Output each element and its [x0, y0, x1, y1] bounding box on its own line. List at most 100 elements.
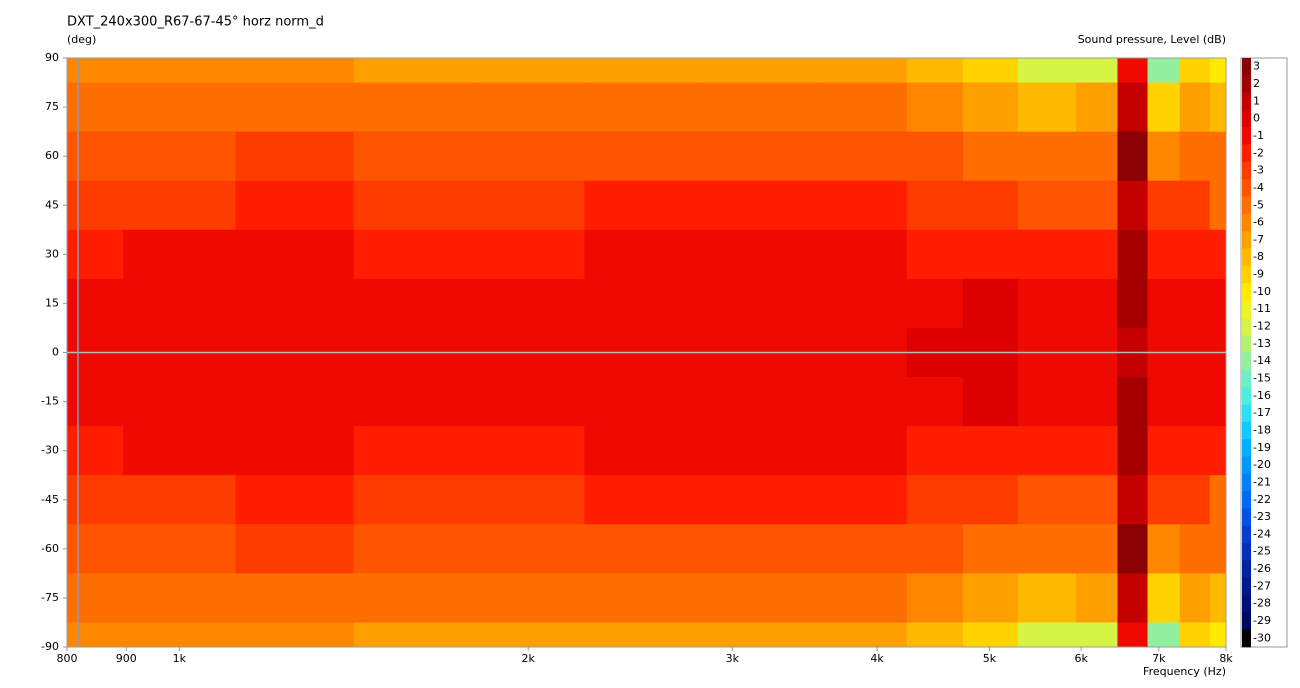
- colorbar-tick-label: -9: [1253, 268, 1264, 281]
- contour-cell: [235, 278, 355, 329]
- contour-cell: [1147, 377, 1181, 427]
- contour-cell: [123, 278, 236, 329]
- contour-cell: [472, 180, 585, 231]
- contour-cell: [123, 229, 236, 280]
- contour-cell: [1117, 524, 1149, 574]
- contour-cell: [906, 475, 964, 525]
- x-tick-label: 4k: [870, 652, 884, 665]
- contour-cell: [1017, 524, 1077, 574]
- contour-cell: [67, 180, 124, 231]
- contour-cell: [1017, 622, 1077, 648]
- contour-cell: [1209, 58, 1227, 84]
- contour-cell: [353, 229, 473, 280]
- contour-cell: [962, 180, 1019, 231]
- colorbar-swatch: [1242, 439, 1251, 457]
- contour-cell: [1209, 573, 1227, 623]
- contour-cell: [123, 377, 236, 427]
- contour-cell: [123, 426, 236, 476]
- colorbar-tick-label: -10: [1253, 285, 1271, 298]
- contour-cell: [67, 278, 124, 329]
- y-tick-label: -30: [41, 444, 59, 457]
- contour-cell: [906, 58, 964, 84]
- contour-cell: [1179, 58, 1211, 84]
- contour-cell: [235, 426, 355, 476]
- colorbar-tick-label: -30: [1253, 631, 1271, 644]
- contour-cell: [906, 131, 964, 182]
- contour-cell: [906, 82, 964, 133]
- contour-cell: [67, 573, 124, 623]
- contour-cell: [472, 622, 585, 648]
- contour-cell: [1147, 524, 1181, 574]
- contour-cell: [353, 82, 473, 133]
- colorbar-swatch: [1242, 491, 1251, 509]
- contour-cell: [1017, 377, 1077, 427]
- contour-cell: [123, 524, 236, 574]
- colorbar-swatch: [1242, 629, 1251, 648]
- contour-cell: [584, 377, 700, 427]
- contour-cell: [906, 278, 964, 329]
- contour-cell: [1017, 180, 1077, 231]
- contour-cell: [353, 58, 473, 84]
- colorbar-tick-label: -13: [1253, 337, 1271, 350]
- contour-area: [67, 58, 1227, 648]
- x-tick-label: 800: [57, 652, 78, 665]
- colorbar-tick-label: -17: [1253, 406, 1271, 419]
- contour-cell: [1076, 524, 1118, 574]
- contour-cell: [1117, 58, 1149, 84]
- colorbar-swatch: [1242, 543, 1251, 561]
- contour-cell: [1117, 622, 1149, 648]
- contour-cell: [1076, 131, 1118, 182]
- contour-cell: [1209, 131, 1227, 182]
- contour-cell: [584, 180, 700, 231]
- contour-cell: [353, 278, 473, 329]
- contour-cell: [1179, 229, 1211, 280]
- contour-cell: [816, 573, 908, 623]
- colorbar-swatch: [1242, 456, 1251, 475]
- colorbar-swatch: [1242, 75, 1251, 93]
- contour-cell: [1209, 426, 1227, 476]
- contour-cell: [962, 82, 1019, 133]
- contour-cell: [962, 426, 1019, 476]
- contour-cell: [1076, 180, 1118, 231]
- colorbar-tick-label: -29: [1253, 614, 1271, 627]
- contour-cell: [67, 475, 124, 525]
- colorbar-tick-label: -19: [1253, 441, 1271, 454]
- contour-cell: [962, 229, 1019, 280]
- contour-cell: [1017, 131, 1077, 182]
- contour-cell: [584, 131, 700, 182]
- y-tick-label: -75: [41, 591, 59, 604]
- contour-cell: [816, 82, 908, 133]
- contour-cell: [698, 377, 818, 427]
- contour-cell: [1076, 622, 1118, 648]
- contour-cell: [353, 426, 473, 476]
- contour-cell: [1147, 278, 1181, 329]
- contour-cell: [584, 278, 700, 329]
- colorbar-tick-label: -1: [1253, 129, 1264, 142]
- colorbar-swatch: [1242, 317, 1251, 336]
- colorbar-swatch: [1242, 369, 1251, 388]
- contour-cell: [816, 524, 908, 574]
- contour-cell: [472, 229, 585, 280]
- colorbar-tick-label: 1: [1253, 94, 1260, 107]
- contour-cell: [1179, 278, 1211, 329]
- contour-cell: [235, 524, 355, 574]
- contour-cell: [1209, 82, 1227, 133]
- x-tick-label: 8k: [1219, 652, 1233, 665]
- colorbar-tick-label: -16: [1253, 389, 1271, 402]
- colorbar-swatch: [1242, 612, 1251, 630]
- contour-cell: [472, 573, 585, 623]
- contour-cell: [1076, 475, 1118, 525]
- contour-cell: [816, 229, 908, 280]
- contour-cell: [1117, 229, 1149, 280]
- contour-cell: [1117, 131, 1149, 182]
- contour-cell: [235, 180, 355, 231]
- colorbar-swatch: [1242, 248, 1251, 267]
- colorbar-tick-label: -25: [1253, 545, 1271, 558]
- colorbar-swatch: [1242, 300, 1251, 319]
- y-tick-label: 0: [52, 346, 59, 359]
- colorbar-swatch: [1242, 404, 1251, 423]
- contour-cell: [816, 278, 908, 329]
- contour-cell: [816, 426, 908, 476]
- colorbar-tick-label: -27: [1253, 579, 1271, 592]
- colorbar-swatch: [1242, 161, 1251, 180]
